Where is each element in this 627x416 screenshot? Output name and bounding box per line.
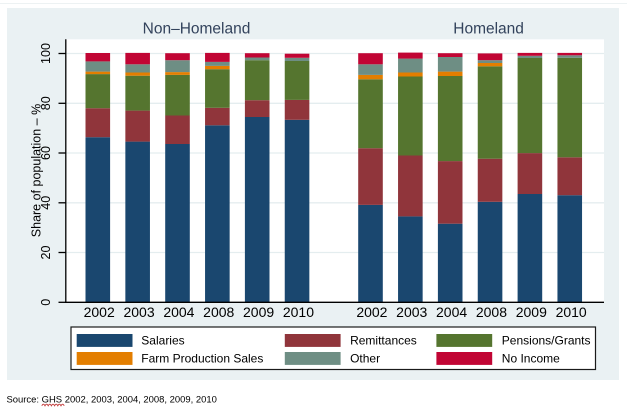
svg-text:Homeland: Homeland [453, 21, 524, 38]
svg-text:Pensions/Grants: Pensions/Grants [502, 333, 591, 347]
svg-text:No Income: No Income [502, 351, 560, 365]
svg-text:2004: 2004 [163, 304, 194, 320]
svg-text:2010: 2010 [283, 304, 314, 320]
svg-text:2003: 2003 [123, 304, 154, 320]
svg-text:2004: 2004 [436, 304, 467, 320]
svg-text:20: 20 [39, 246, 53, 260]
svg-text:40: 40 [39, 196, 53, 210]
svg-text:2009: 2009 [243, 304, 274, 320]
svg-text:Share of population – %: Share of population – % [30, 104, 44, 237]
svg-text:2008: 2008 [476, 304, 507, 320]
svg-text:Farm Production Sales: Farm Production Sales [141, 351, 263, 365]
svg-text:2010: 2010 [556, 304, 587, 320]
svg-text:2002: 2002 [84, 304, 115, 320]
svg-text:2009: 2009 [516, 304, 547, 320]
svg-text:Salaries: Salaries [141, 333, 184, 347]
svg-text:Source: GHS 2002, 2003, 2004,: Source: GHS 2002, 2003, 2004, 2008, 2009… [7, 395, 217, 406]
svg-text:Remittances: Remittances [350, 333, 417, 347]
svg-text:80: 80 [39, 96, 53, 110]
svg-text:100: 100 [39, 43, 53, 64]
svg-text:60: 60 [39, 146, 53, 160]
svg-text:2008: 2008 [203, 304, 234, 320]
svg-text:Other: Other [350, 351, 380, 365]
svg-text:2003: 2003 [396, 304, 427, 320]
svg-text:0: 0 [39, 299, 53, 306]
svg-text:2002: 2002 [356, 304, 387, 320]
svg-text:Non–Homeland: Non–Homeland [143, 21, 251, 38]
